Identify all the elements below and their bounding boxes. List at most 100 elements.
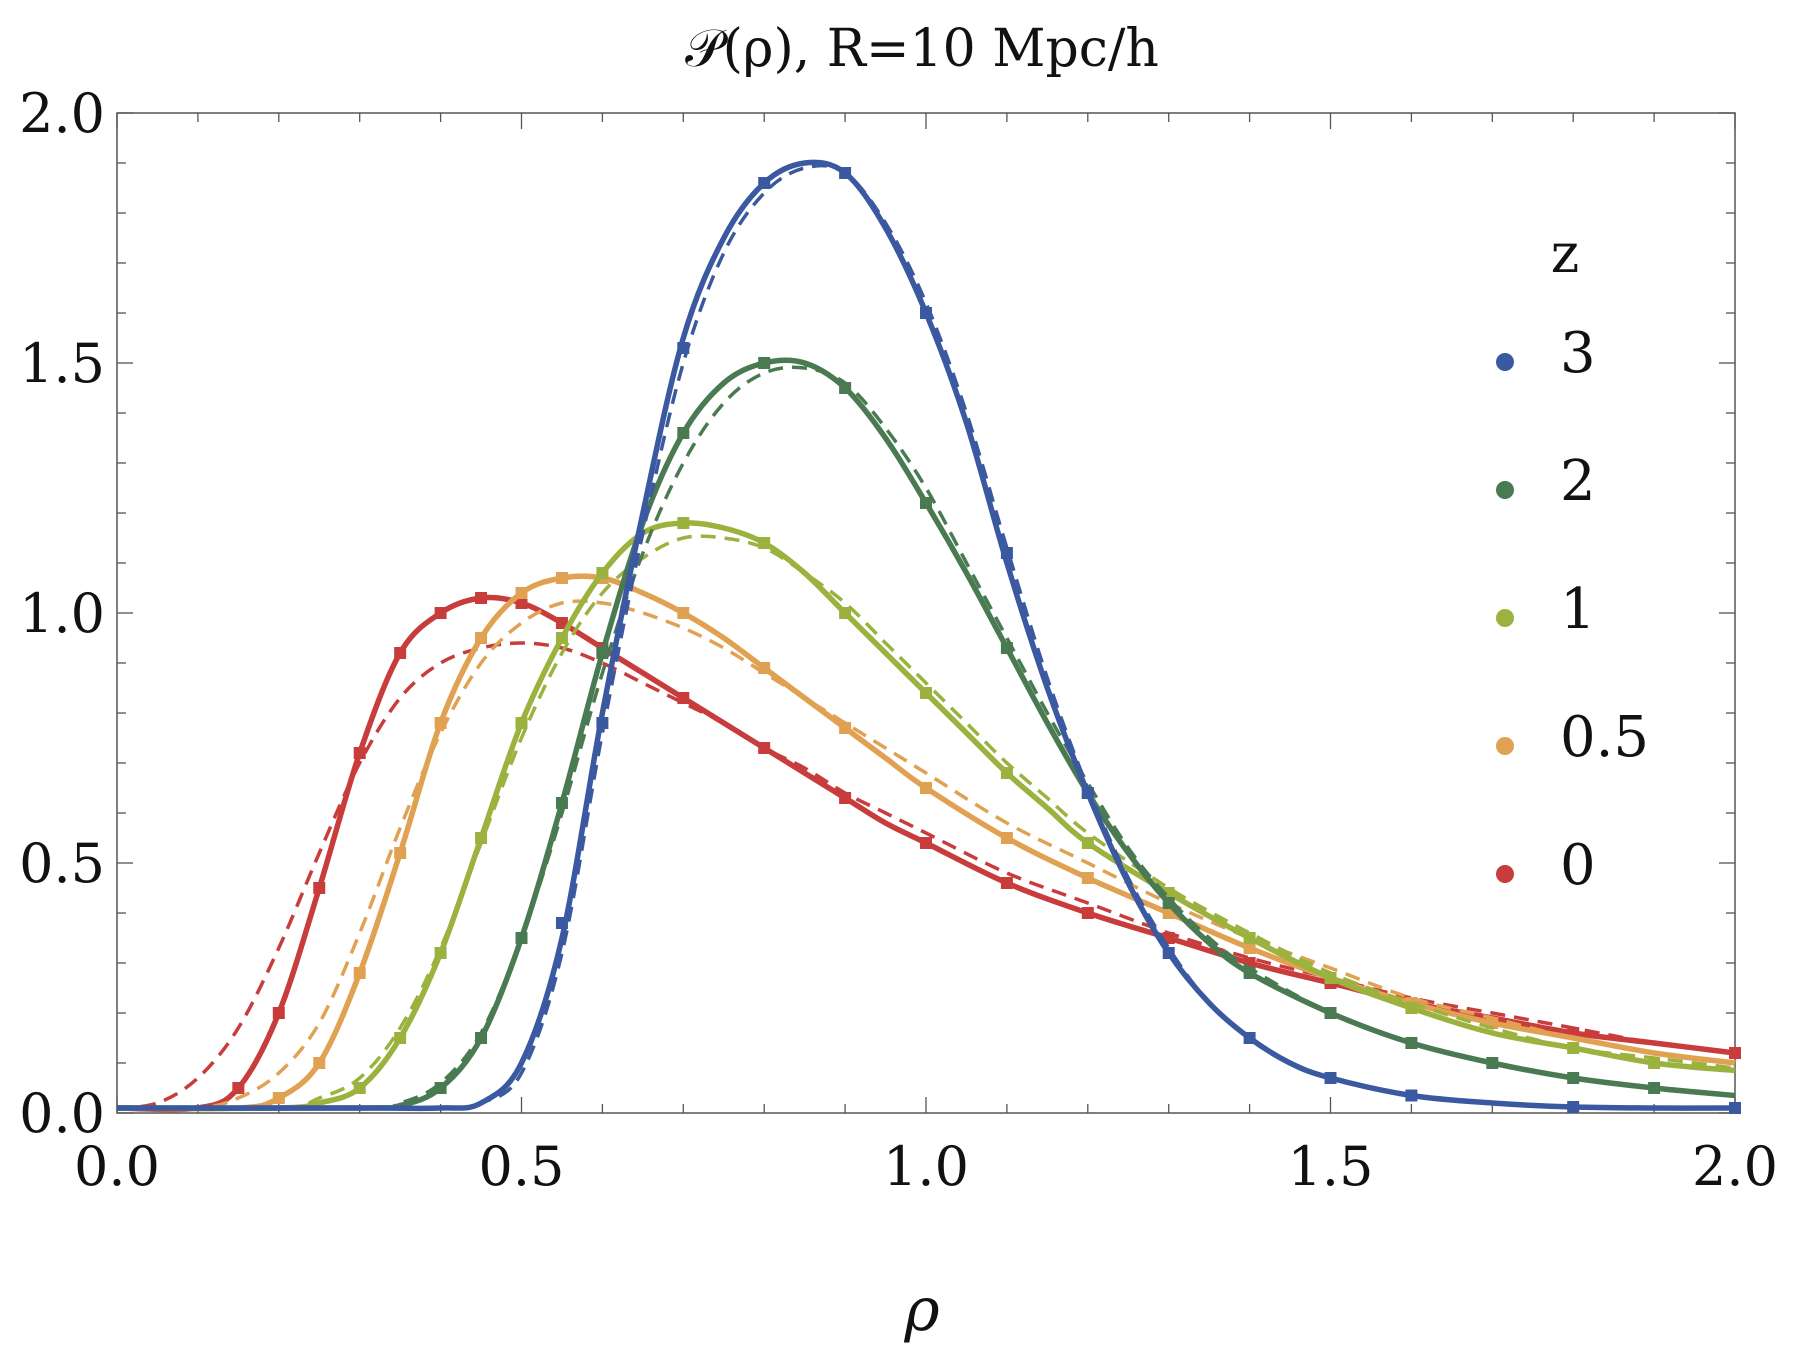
marker-z-2 xyxy=(1324,1007,1337,1019)
plot-area: 0.0 0.5 1.0 1.5 2.0 0.0 0.5 1.0 1.5 2.0 xyxy=(19,82,1778,1198)
marker-z-2 xyxy=(839,382,852,394)
marker-z-2 xyxy=(758,357,771,369)
marker-z-1 xyxy=(1243,932,1256,944)
marker-z-0 xyxy=(839,792,852,804)
marker-z-1 xyxy=(1405,1002,1418,1014)
marker-z-2 xyxy=(677,427,690,439)
marker-z-0p5 xyxy=(920,782,932,794)
marker-z-2 xyxy=(434,1082,447,1094)
legend-label-z-3: 3 xyxy=(1560,321,1596,386)
marker-z-1 xyxy=(1648,1057,1661,1069)
marker-z-3 xyxy=(758,177,771,189)
marker-z-0p5 xyxy=(1000,832,1013,844)
marker-z-2 xyxy=(1405,1037,1418,1049)
marker-z-0 xyxy=(232,1082,245,1094)
x-axis-label: ρ xyxy=(903,1275,939,1345)
marker-z-1 xyxy=(1324,972,1337,984)
marker-z-0p5 xyxy=(313,1057,326,1069)
x-tick-label: 1.5 xyxy=(1288,1135,1374,1198)
marker-z-1 xyxy=(434,947,447,959)
marker-z-0p5 xyxy=(272,1092,285,1104)
marker-z-3 xyxy=(1567,1101,1580,1113)
marker-z-0p5 xyxy=(677,607,690,619)
dashed-line-z-1 xyxy=(116,534,1736,1111)
legend-swatch-z-0 xyxy=(1496,865,1514,883)
y-tick-label: 1.5 xyxy=(19,332,105,395)
solid-line-z-2 xyxy=(116,357,1736,1111)
dashed-line-z-2 xyxy=(116,365,1736,1111)
marker-z-0p5 xyxy=(434,717,447,729)
legend-swatch-z-2 xyxy=(1496,481,1514,499)
marker-z-2 xyxy=(1648,1082,1661,1094)
marker-z-1 xyxy=(1081,837,1094,849)
legend-swatch-z-0p5 xyxy=(1496,737,1514,755)
marker-z-2 xyxy=(596,647,609,659)
marker-z-0 xyxy=(920,837,932,849)
marker-z-3 xyxy=(555,917,568,929)
marker-z-3 xyxy=(677,342,690,354)
marker-z-1 xyxy=(515,717,528,729)
marker-z-3 xyxy=(1000,547,1013,559)
marker-z-0p5 xyxy=(475,632,488,644)
marker-z-0 xyxy=(758,742,771,754)
x-tick-label: 1.0 xyxy=(883,1135,969,1198)
legend-swatch-z-3 xyxy=(1496,353,1514,371)
marker-z-0 xyxy=(1729,1047,1741,1059)
marker-z-3 xyxy=(920,307,932,319)
marker-z-0p5 xyxy=(515,587,528,599)
legend-label-z-2: 2 xyxy=(1560,449,1596,514)
marker-z-1 xyxy=(596,567,609,579)
marker-z-0 xyxy=(1000,877,1013,889)
axis-ticks xyxy=(116,112,1736,1114)
plot-frame xyxy=(116,112,1736,1114)
marker-z-2 xyxy=(1243,967,1256,979)
marker-z-3 xyxy=(1729,1102,1741,1114)
legend-title: z xyxy=(1551,222,1579,285)
marker-z-0 xyxy=(1081,907,1094,919)
series-z-3 xyxy=(117,159,1741,1114)
y-tick-label: 0.0 xyxy=(19,1082,105,1145)
series-z-1 xyxy=(116,517,1736,1112)
marker-z-1 xyxy=(353,1082,366,1094)
solid-line-z-1 xyxy=(116,520,1736,1112)
marker-z-0p5 xyxy=(555,572,568,584)
marker-z-0 xyxy=(475,592,488,604)
marker-z-2 xyxy=(1162,897,1175,909)
series-z-2 xyxy=(116,357,1736,1111)
marker-z-2 xyxy=(555,797,568,809)
marker-z-2 xyxy=(1567,1072,1580,1084)
marker-z-0 xyxy=(313,882,326,894)
y-tick-label: 0.5 xyxy=(19,832,105,895)
marker-z-0 xyxy=(353,747,366,759)
marker-z-1 xyxy=(839,607,852,619)
marker-z-0p5 xyxy=(1081,872,1094,884)
marker-z-0 xyxy=(394,647,407,659)
marker-z-3 xyxy=(1243,1032,1256,1044)
marker-z-0p5 xyxy=(839,722,852,734)
legend: 3 2 1 0.5 0 xyxy=(1496,321,1649,898)
marker-z-1 xyxy=(920,687,932,699)
marker-z-1 xyxy=(758,537,771,549)
marker-z-0 xyxy=(272,1007,285,1019)
marker-z-0p5 xyxy=(353,967,366,979)
dashed-line-z-0 xyxy=(116,641,1736,1110)
marker-z-3 xyxy=(1081,787,1094,799)
marker-z-1 xyxy=(394,1032,407,1044)
legend-label-z-1: 1 xyxy=(1560,577,1596,642)
marker-z-3 xyxy=(839,167,852,179)
marker-z-2 xyxy=(1486,1057,1499,1069)
marker-z-2 xyxy=(515,932,528,944)
marker-z-3 xyxy=(1405,1089,1418,1102)
chart-title: 𝒫(ρ), R=10 Mpc/h xyxy=(685,19,1159,79)
y-tick-label: 2.0 xyxy=(19,82,105,145)
marker-z-0p5 xyxy=(758,662,771,674)
marker-z-3 xyxy=(1162,947,1175,959)
x-tick-label: 0.5 xyxy=(479,1135,565,1198)
marker-z-0p5 xyxy=(394,847,407,859)
marker-z-1 xyxy=(475,832,488,844)
y-tick-label: 1.0 xyxy=(19,582,105,645)
marker-z-3 xyxy=(1324,1072,1337,1084)
marker-z-0 xyxy=(555,617,568,629)
